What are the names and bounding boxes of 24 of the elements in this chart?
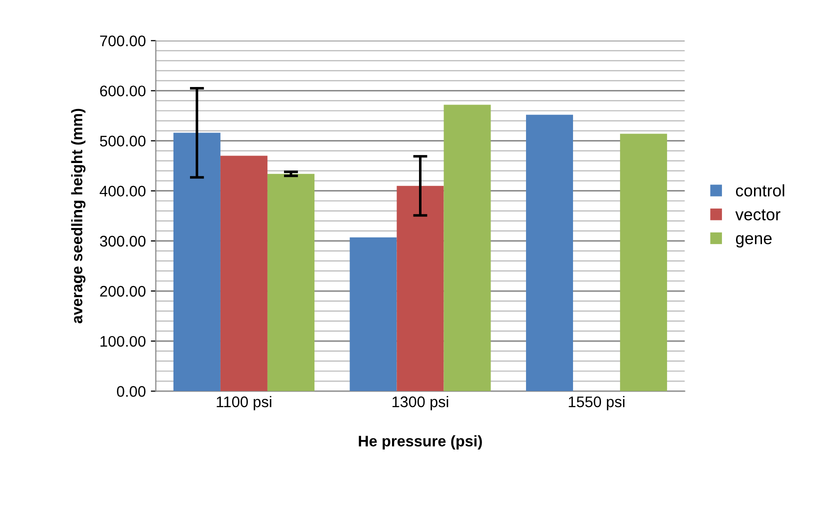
bar xyxy=(350,237,397,392)
x-tick-label: 1300 psi xyxy=(392,396,448,410)
y-tick-label: 700.00 xyxy=(100,36,146,46)
bar xyxy=(396,186,444,392)
legend-label: control xyxy=(736,184,784,197)
bar xyxy=(526,114,574,392)
y-tick-label: 0.00 xyxy=(116,386,146,397)
y-tick-label: 100.00 xyxy=(100,336,146,347)
y-tick-label: 500.00 xyxy=(100,136,146,146)
bar xyxy=(267,174,314,392)
y-tick-label: 400.00 xyxy=(100,186,146,197)
x-tick-label: 1100 psi xyxy=(216,396,272,410)
y-axis-title: average seedling height (mm) xyxy=(71,108,86,324)
bar xyxy=(173,132,220,392)
bar xyxy=(620,134,668,392)
bar xyxy=(220,156,268,392)
y-tick-label: 300.00 xyxy=(100,236,146,247)
y-tick-label: 600.00 xyxy=(100,86,146,96)
x-tick-label: 1550 psi xyxy=(568,396,624,410)
y-tick-label: 200.00 xyxy=(100,286,146,297)
legend-label: vector xyxy=(735,209,780,220)
x-axis-title: He pressure (psi) xyxy=(358,435,482,450)
bar xyxy=(444,104,491,392)
legend-label: gene xyxy=(736,235,772,248)
